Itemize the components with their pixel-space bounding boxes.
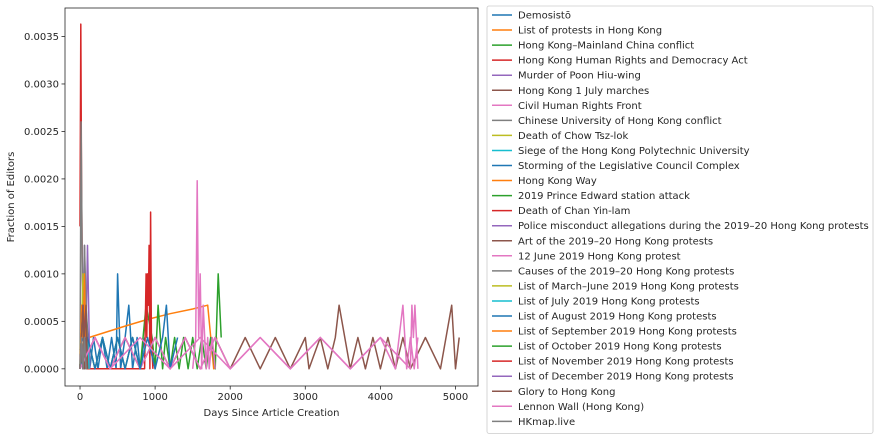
y-tick-label: 0.0010 (24, 269, 59, 280)
series-line-16 (191, 180, 216, 370)
legend-item-label: Death of Chan Yin-lam (518, 206, 630, 217)
legend-item-label: Hong Kong–Mainland China conflict (518, 41, 694, 52)
legend-item-label: Glory to Hong Kong (518, 387, 615, 398)
y-tick-label: 0.0005 (24, 317, 59, 328)
legend-item-label: List of December 2019 Hong Kong protests (518, 372, 733, 383)
legend-item-label: Civil Human Rights Front (518, 101, 642, 112)
y-axis: 0.0000 0.0005 0.0010 0.0015 0.0020 0.0025 0.00… (24, 32, 65, 375)
series-line-27 (79, 336, 87, 370)
legend-item-label: Siege of the Hong Kong Polytechnic Unive… (518, 146, 750, 157)
x-tick-label: 4000 (368, 392, 393, 403)
legend-box (486, 5, 874, 434)
series-line-10 (79, 304, 179, 370)
legend-item-label: Murder of Poon Hiu-wing (518, 71, 641, 82)
legend-item-label: Hong Kong 1 July marches (518, 86, 649, 97)
legend-item-label: Hong Kong Way (518, 176, 597, 187)
legend-item-label: Death of Chow Tsz-lok (518, 131, 628, 142)
y-tick-label: 0.0015 (24, 222, 59, 233)
x-tick-label: 5000 (443, 392, 468, 403)
legend-item-label: List of July 2019 Hong Kong protests (518, 296, 700, 307)
y-tick-label: 0.0000 (24, 364, 59, 375)
plot-frame (64, 7, 479, 387)
x-tick-label: 1000 (142, 392, 167, 403)
legend-item-label: Chinese University of Hong Kong conflict (518, 116, 722, 127)
legend-item-label: HKmap.live (518, 417, 575, 428)
legend-item-label: List of September 2019 Hong Kong protest… (518, 327, 737, 338)
x-tick-label: 0 (77, 392, 83, 403)
y-axis-label: Fraction of Editors (6, 152, 17, 243)
x-axis-label: Days Since Article Creation (204, 408, 340, 419)
y-tick-label: 0.0020 (24, 174, 59, 185)
legend-item-label: Demosistō (518, 11, 571, 22)
x-tick-label: 2000 (217, 392, 242, 403)
legend: Demosistō List of protests in Hong Kong Ho… (486, 5, 874, 434)
legend-item-label: List of protests in Hong Kong (518, 26, 662, 37)
legend-item-label: Lennon Wall (Hong Kong) (518, 402, 644, 413)
legend-item-label: Causes of the 2019–20 Hong Kong protests (518, 266, 734, 277)
legend-item-label: 12 June 2019 Hong Kong protest (518, 251, 681, 262)
legend-item-label: Police misconduct allegations during the… (518, 221, 869, 232)
legend-item-label: List of November 2019 Hong Kong protests (518, 357, 734, 368)
legend-item-label: Hong Kong Human Rights and Democracy Act (518, 56, 748, 67)
y-tick-label: 0.0030 (24, 79, 59, 90)
legend-item-label: 2019 Prince Edward station attack (518, 191, 690, 202)
legend-item-label: Art of the 2019–20 Hong Kong protests (518, 236, 713, 247)
y-tick-label: 0.0025 (24, 127, 59, 138)
legend-item-label: List of August 2019 Hong Kong protests (518, 312, 717, 323)
x-axis: 0 1000 2000 3000 4000 5000 (77, 386, 468, 403)
legend-item-label: Storming of the Legislative Council Comp… (518, 161, 740, 172)
legend-item-label: List of March–June 2019 Hong Kong protes… (518, 281, 739, 292)
legend-item-label: List of October 2019 Hong Kong protests (518, 342, 722, 353)
series-line-11 (79, 273, 87, 369)
x-tick-label: 3000 (293, 392, 318, 403)
y-tick-label: 0.0035 (24, 32, 59, 43)
plot-lines (79, 23, 460, 370)
series-line-26 (79, 304, 419, 370)
